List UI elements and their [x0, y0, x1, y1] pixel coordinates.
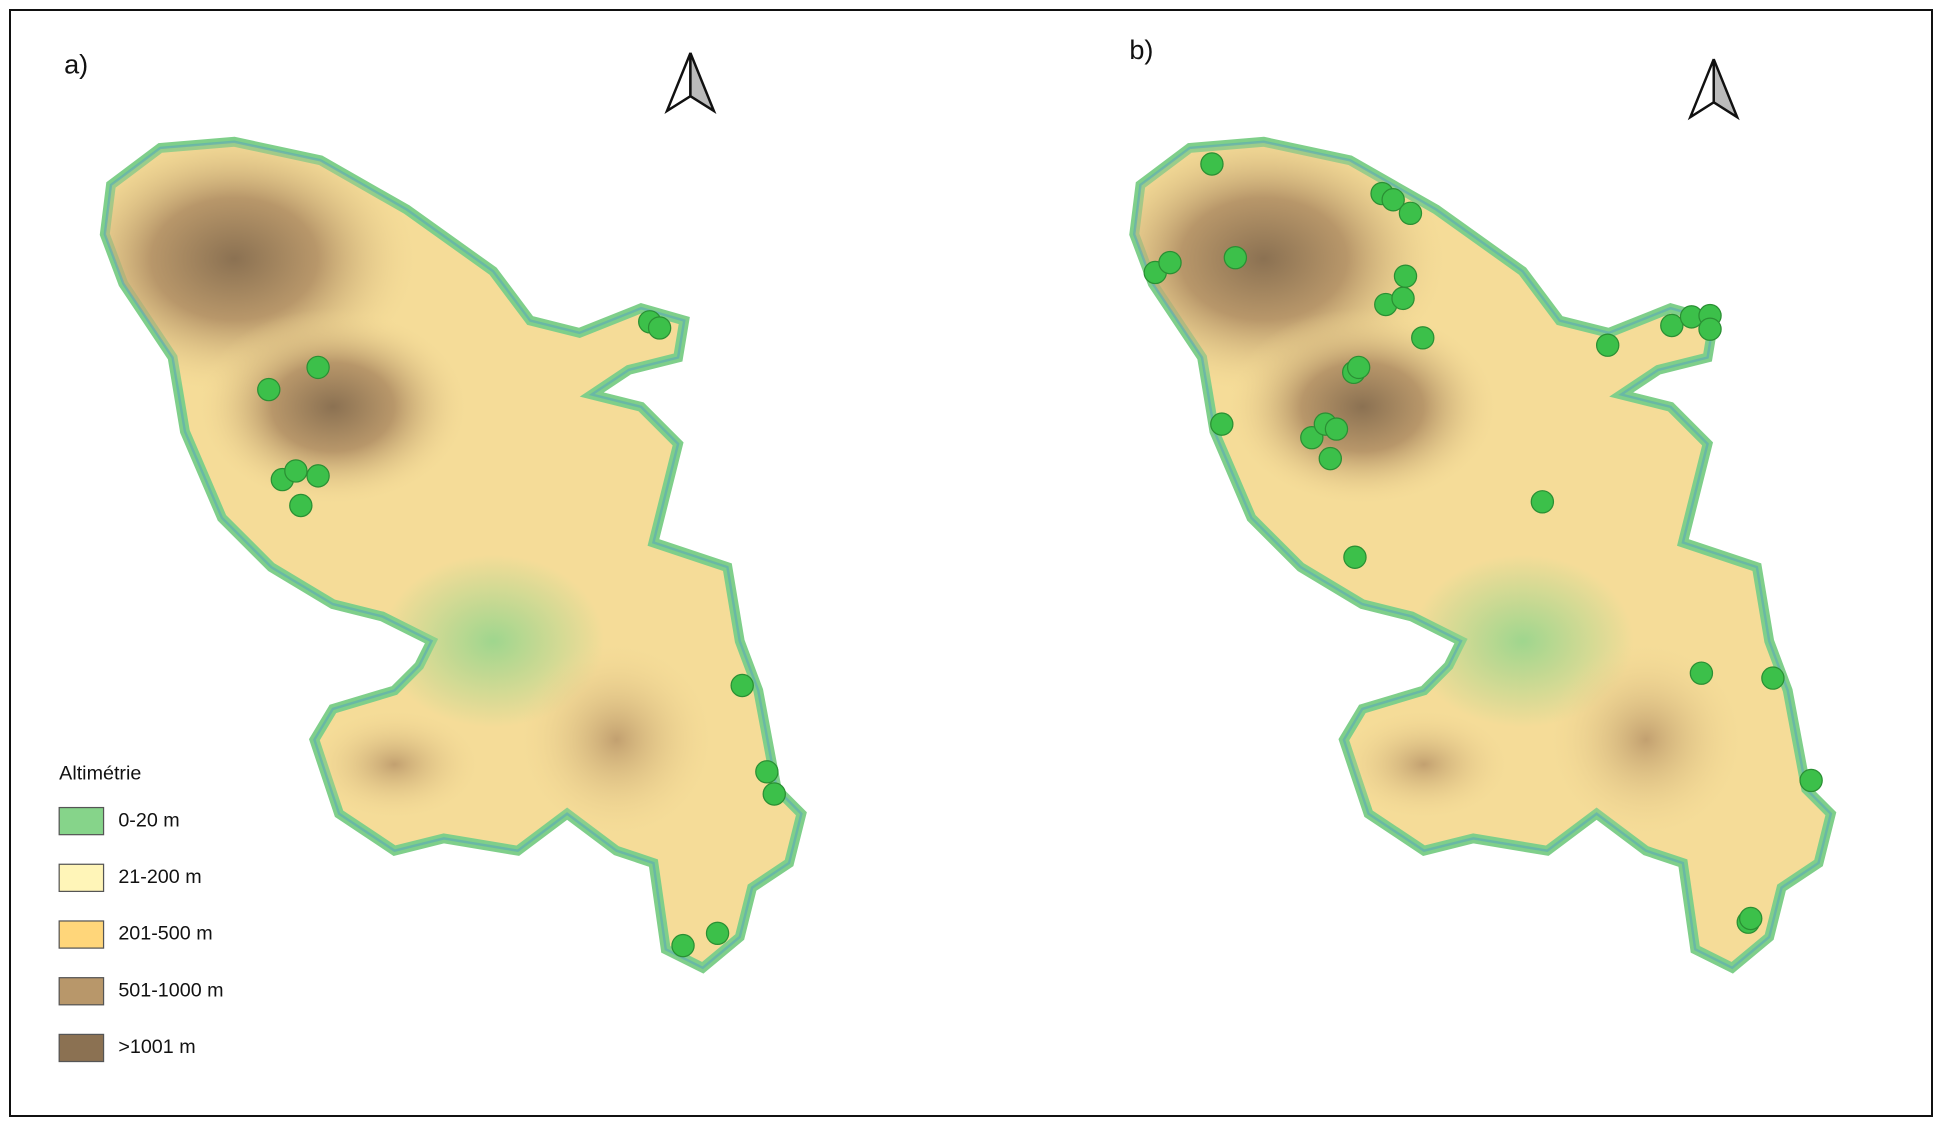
- site-marker: [1344, 546, 1366, 568]
- site-marker: [1319, 448, 1341, 470]
- maps: a) b) Altimétrie 0-20 m 21-200 m 201-500 m…: [49, 34, 1831, 1062]
- north-arrow: [1690, 59, 1737, 117]
- legend-swatch: [59, 978, 103, 1005]
- figure: a) b) Altimétrie 0-20 m 21-200 m 201-500 m…: [0, 0, 1933, 1120]
- site-marker: [1661, 314, 1683, 336]
- site-marker: [290, 494, 312, 516]
- site-marker: [731, 674, 753, 696]
- legend-swatch: [59, 864, 103, 891]
- island-b: [1079, 123, 1831, 968]
- panel-label: a): [64, 49, 88, 80]
- legend-swatch: [59, 1034, 103, 1061]
- legend-label: 201-500 m: [118, 923, 212, 945]
- site-marker: [1224, 247, 1246, 269]
- site-marker: [307, 356, 329, 378]
- site-marker: [1201, 153, 1223, 175]
- site-marker: [1348, 356, 1370, 378]
- site-marker: [307, 465, 329, 487]
- legend-label: >1001 m: [118, 1036, 195, 1058]
- legend-title: Altimétrie: [59, 762, 141, 784]
- legend-label: 21-200 m: [118, 866, 201, 888]
- site-marker: [1412, 327, 1434, 349]
- site-marker: [1699, 318, 1721, 340]
- site-marker: [1211, 413, 1233, 435]
- panel-label: b): [1129, 34, 1153, 65]
- site-marker: [1159, 252, 1181, 274]
- site-marker: [1399, 202, 1421, 224]
- legend-swatch: [59, 808, 103, 835]
- site-marker: [1531, 491, 1553, 513]
- island-a: [49, 123, 801, 968]
- site-marker: [258, 379, 280, 401]
- page: {"panels": [{"label": "a)"}, {"label": "…: [0, 0, 1933, 1120]
- site-marker: [285, 460, 307, 482]
- legend-swatch: [59, 921, 103, 948]
- site-marker: [1597, 334, 1619, 356]
- site-marker: [1800, 769, 1822, 791]
- site-marker: [1690, 662, 1712, 684]
- site-marker: [1394, 265, 1416, 287]
- legend-label: 0-20 m: [118, 809, 179, 831]
- site-marker: [1392, 287, 1414, 309]
- site-marker: [649, 317, 671, 339]
- north-arrow: [667, 53, 714, 111]
- site-marker: [763, 783, 785, 805]
- site-marker: [672, 935, 694, 957]
- legend-label: 501-1000 m: [118, 979, 223, 1001]
- site-marker: [1325, 418, 1347, 440]
- site-marker: [756, 761, 778, 783]
- site-marker: [706, 922, 728, 944]
- site-marker: [1762, 667, 1784, 689]
- site-marker: [1740, 907, 1762, 929]
